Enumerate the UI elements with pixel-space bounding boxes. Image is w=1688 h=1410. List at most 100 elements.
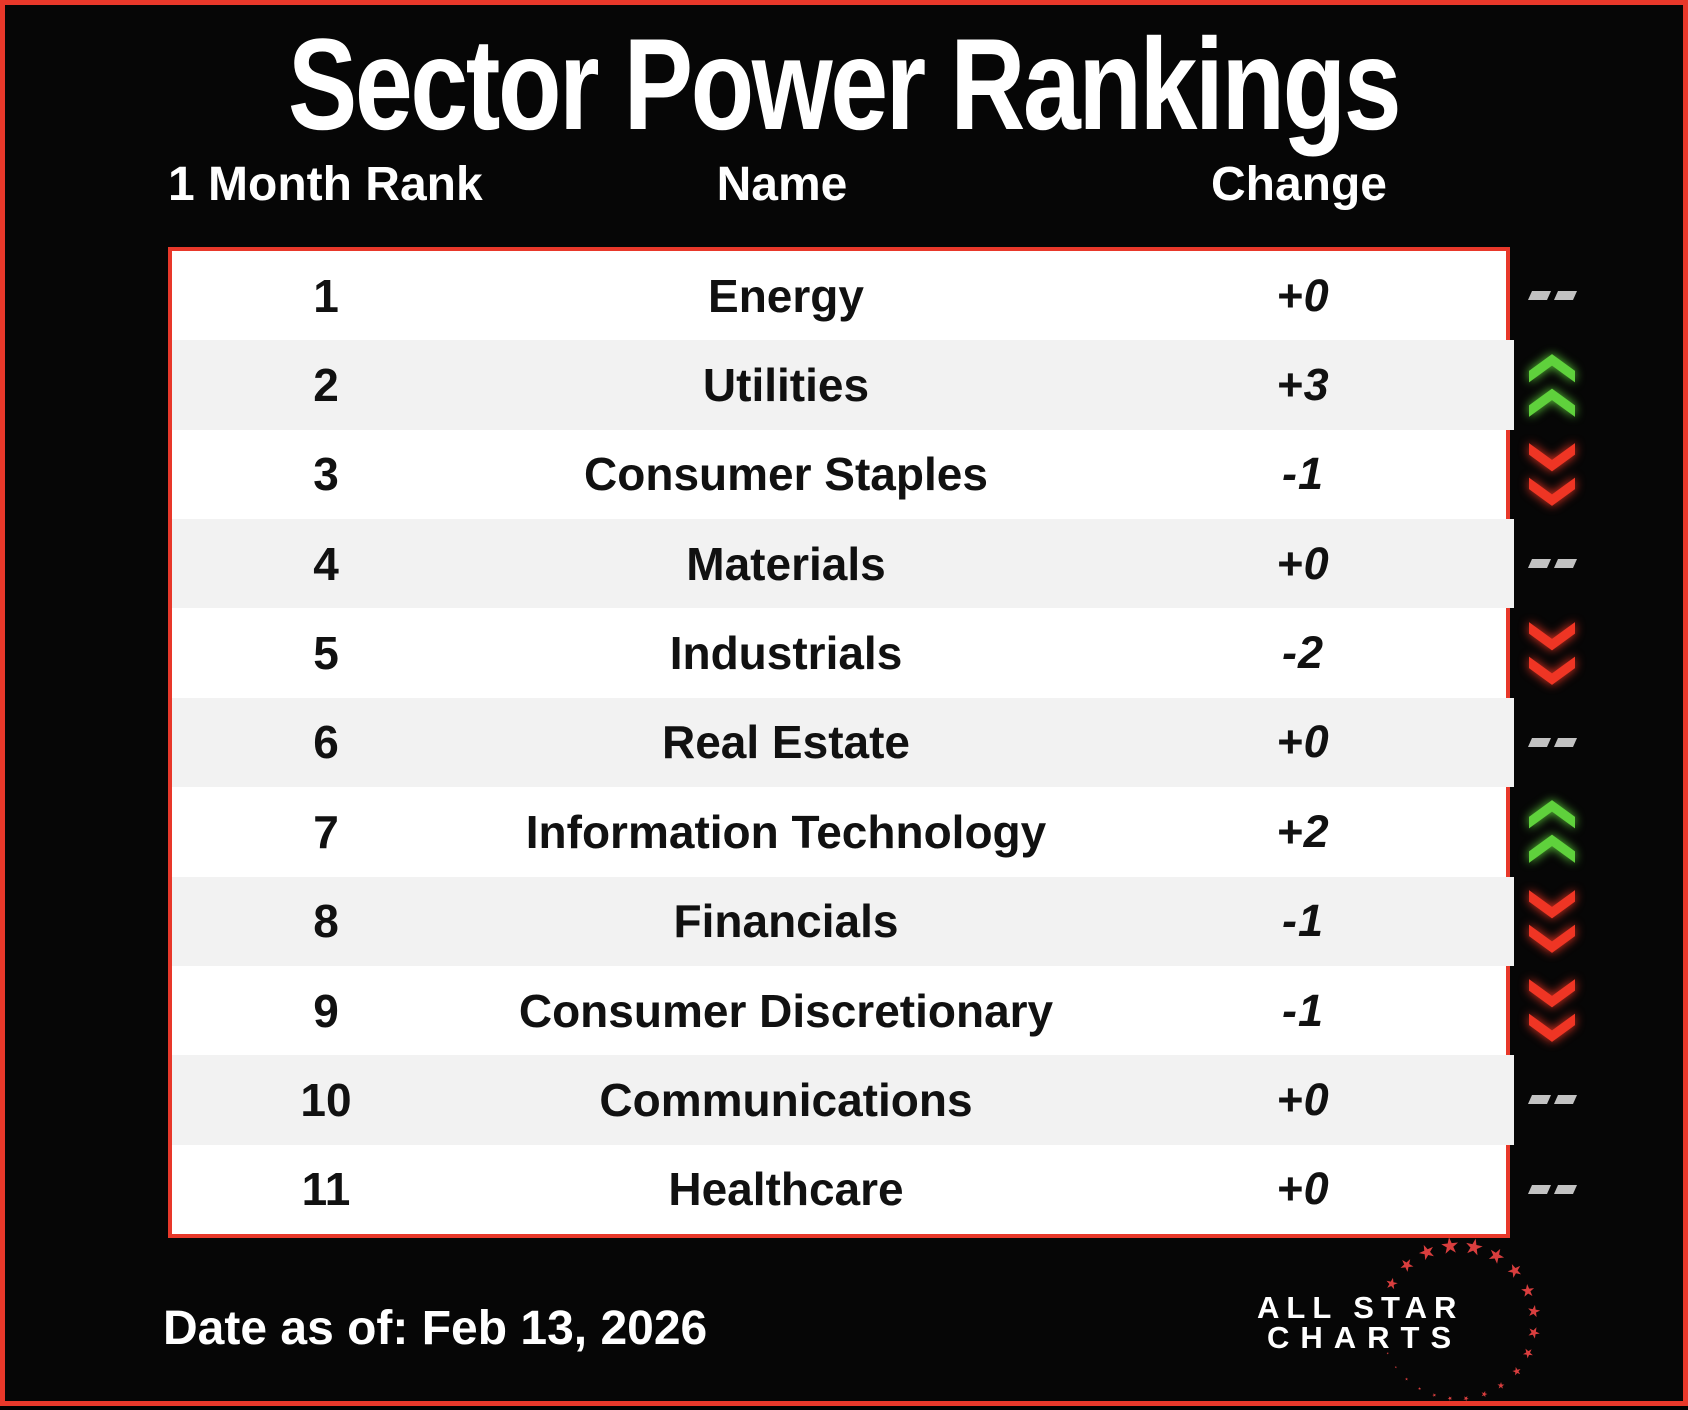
svg-text:★: ★ — [1414, 1239, 1439, 1266]
svg-text:★: ★ — [1519, 1345, 1537, 1362]
change-cell: +2 — [1276, 805, 1330, 857]
dash — [1553, 737, 1577, 747]
rank-cell: 3 — [313, 448, 339, 501]
all-star-charts-logo: ★ ★ ★ ★ ★ ★ ★ ★ ★ ★ ★ ★ ★ ★ ★ ★ ★ ★ ★ ★ ★ ★ ALL STAR CHARTS — [1245, 1230, 1575, 1410]
change-cell: +0 — [1276, 537, 1330, 589]
name-cell: Consumer Staples — [584, 448, 988, 501]
rank-cell: 8 — [313, 895, 339, 948]
dash — [1553, 559, 1577, 569]
dash — [1553, 291, 1577, 301]
column-header-rank: 1 Month Rank — [168, 158, 483, 211]
name-cell: Healthcare — [668, 1163, 904, 1216]
change-indicator — [1523, 608, 1581, 697]
svg-text:★: ★ — [1483, 1242, 1510, 1270]
dash — [1553, 1184, 1577, 1194]
svg-text:★: ★ — [1431, 1391, 1438, 1398]
change-indicator — [1523, 430, 1581, 519]
rank-cell: 10 — [300, 1073, 352, 1126]
no-change-dashes-icon — [1527, 1184, 1577, 1194]
name-cell: Utilities — [702, 359, 870, 412]
svg-text:★: ★ — [1495, 1379, 1507, 1392]
table-row: 7 Information Technology +2 — [172, 787, 1514, 876]
name-cell: Materials — [686, 537, 886, 590]
rank-cell: 1 — [313, 269, 339, 322]
svg-text:★: ★ — [1524, 1325, 1543, 1341]
change-cell: -1 — [1281, 448, 1324, 500]
double-down-chevron-icon — [1529, 889, 1575, 953]
page-title-text: Sector Power Rankings — [288, 11, 1402, 157]
change-indicator — [1523, 698, 1581, 787]
change-indicator — [1523, 340, 1581, 429]
rank-cell: 6 — [313, 716, 339, 769]
name-cell: Communications — [599, 1073, 973, 1126]
svg-text:★: ★ — [1416, 1386, 1422, 1392]
svg-text:★: ★ — [1502, 1258, 1528, 1283]
name-cell: Real Estate — [661, 716, 910, 769]
column-header-change: Change — [1210, 158, 1387, 211]
svg-text:★: ★ — [1462, 1233, 1487, 1262]
table-row: 3 Consumer Staples -1 — [172, 430, 1514, 519]
name-cell: Industrials — [669, 627, 903, 680]
table-row: 9 Consumer Discretionary -1 — [172, 966, 1514, 1055]
logo-line1: ALL STAR — [1257, 1290, 1464, 1325]
svg-text:★: ★ — [1508, 1363, 1524, 1378]
name-cell: Financials — [673, 895, 899, 948]
change-indicator — [1523, 1145, 1581, 1234]
name-cell: Energy — [708, 269, 864, 322]
change-indicator — [1523, 1055, 1581, 1144]
svg-text:★: ★ — [1393, 1365, 1398, 1370]
dash — [1527, 559, 1551, 569]
svg-text:★: ★ — [1479, 1389, 1489, 1400]
change-indicator — [1523, 966, 1581, 1055]
svg-text:★: ★ — [1462, 1394, 1469, 1403]
svg-text:★: ★ — [1516, 1280, 1540, 1302]
dash — [1527, 1095, 1551, 1105]
svg-text:★: ★ — [1439, 1232, 1461, 1259]
table-row: 11 Healthcare +0 — [172, 1145, 1514, 1234]
svg-text:★: ★ — [1447, 1394, 1453, 1402]
dash — [1527, 737, 1551, 747]
rank-cell: 9 — [313, 984, 339, 1037]
no-change-dashes-icon — [1527, 737, 1577, 747]
name-cell: Consumer Discretionary — [518, 984, 1054, 1037]
no-change-dashes-icon — [1527, 1095, 1577, 1105]
svg-text:★: ★ — [1380, 1336, 1385, 1340]
double-down-chevron-icon — [1529, 443, 1575, 506]
change-cell: +0 — [1276, 1073, 1330, 1125]
change-cell: +0 — [1276, 269, 1330, 321]
rankings-table: 1 Energy +0 2 Utilities +3 3 Consumer St… — [168, 247, 1514, 1238]
table-row: 2 Utilities +3 — [172, 340, 1514, 430]
table-row: 8 Financials -1 — [172, 876, 1514, 966]
column-header-name: Name — [716, 158, 848, 211]
change-cell: -1 — [1281, 984, 1324, 1036]
table-header-row: 1 Month Rank Name Change — [168, 161, 1510, 209]
rank-cell: 11 — [301, 1163, 351, 1216]
logo-line2: CHARTS — [1267, 1320, 1463, 1355]
change-cell: -2 — [1281, 627, 1324, 679]
page-title: Sector Power Rankings — [5, 19, 1683, 149]
table-row: 6 Real Estate +0 — [172, 697, 1514, 788]
date-as-of-label: Date as of: Feb 13, 2026 — [163, 1302, 708, 1355]
table-row: 4 Materials +0 — [172, 519, 1514, 609]
double-down-chevron-icon — [1529, 979, 1575, 1042]
double-up-chevron-icon — [1529, 353, 1575, 417]
change-cell: +0 — [1276, 716, 1330, 768]
table-row: 1 Energy +0 — [172, 251, 1514, 340]
rank-cell: 2 — [313, 359, 339, 412]
dash — [1527, 291, 1551, 301]
change-indicator — [1523, 787, 1581, 876]
svg-text:★: ★ — [1524, 1303, 1543, 1320]
dash — [1527, 1184, 1551, 1194]
no-change-dashes-icon — [1527, 291, 1577, 301]
dash — [1553, 1095, 1577, 1105]
rank-cell: 5 — [313, 627, 339, 680]
rank-cell: 7 — [313, 805, 339, 858]
change-arrows-column — [1523, 251, 1581, 1234]
no-change-dashes-icon — [1527, 559, 1577, 569]
table-row: 5 Industrials -2 — [172, 608, 1514, 697]
table-row: 10 Communications +0 — [172, 1055, 1514, 1145]
svg-text:★: ★ — [1395, 1253, 1419, 1277]
change-indicator — [1523, 877, 1581, 966]
rank-cell: 4 — [313, 537, 339, 590]
